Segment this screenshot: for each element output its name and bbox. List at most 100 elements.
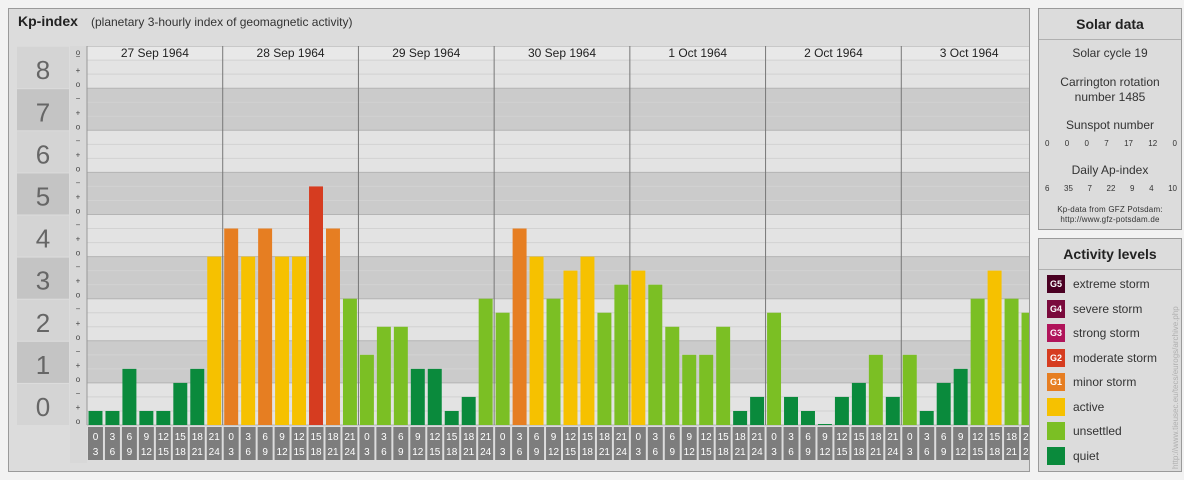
interval-end-label: 21 xyxy=(1006,447,1018,458)
minor-tick-label: + xyxy=(76,361,81,370)
interval-end-label: 12 xyxy=(141,447,153,458)
interval-end-label: 12 xyxy=(548,447,560,458)
interval-start-label: 3 xyxy=(788,432,794,443)
interval-box xyxy=(647,427,663,460)
interval-start-label: 18 xyxy=(870,432,882,443)
minor-tick-label: − xyxy=(76,94,81,103)
minor-tick-label: o xyxy=(76,291,81,300)
interval-start-label: 3 xyxy=(924,432,930,443)
interval-end-label: 6 xyxy=(245,447,251,458)
kp-bar xyxy=(580,256,595,425)
interval-end-label: 15 xyxy=(565,447,577,458)
interval-start-label: 0 xyxy=(636,432,642,443)
sunspot-value: 12 xyxy=(1148,139,1158,148)
interval-start-label: 15 xyxy=(446,432,458,443)
kp-axis-cell xyxy=(17,257,69,299)
activity-level-label: strong storm xyxy=(1073,326,1140,340)
interval-start-label: 9 xyxy=(144,432,150,443)
data-source-link[interactable]: http://www.gfz-potsdam.de xyxy=(1060,215,1160,224)
activity-level-swatch: G1 xyxy=(1047,373,1065,391)
interval-start-label: 18 xyxy=(735,432,747,443)
interval-end-label: 6 xyxy=(924,447,930,458)
interval-end-label: 15 xyxy=(158,447,170,458)
interval-start-label: 12 xyxy=(565,432,577,443)
minor-tick-label: + xyxy=(76,235,81,244)
minor-tick-label: − xyxy=(76,52,81,61)
interval-box xyxy=(613,427,629,460)
interval-start-label: 15 xyxy=(718,432,730,443)
activity-level-label: moderate storm xyxy=(1073,350,1158,365)
kp-bar xyxy=(851,382,866,425)
interval-start-label: 3 xyxy=(517,432,523,443)
kp-bar xyxy=(461,396,476,425)
kp-axis-label: 8 xyxy=(36,55,50,85)
interval-start-label: 15 xyxy=(989,432,1001,443)
interval-end-label: 9 xyxy=(941,447,947,458)
interval-end-label: 6 xyxy=(653,447,659,458)
interval-box xyxy=(427,427,443,460)
activity-level-swatch: G3 xyxy=(1047,324,1065,342)
interval-box xyxy=(851,427,867,460)
interval-end-label: 12 xyxy=(277,447,289,458)
interval-start-label: 0 xyxy=(228,432,234,443)
sunspot-value: 0 xyxy=(1064,139,1070,148)
interval-box xyxy=(189,427,205,460)
kp-bar xyxy=(122,368,137,425)
activity-level-swatch: G5 xyxy=(1047,275,1065,293)
minor-tick-label: + xyxy=(76,66,81,75)
kp-bar xyxy=(953,368,968,425)
interval-start-label: 18 xyxy=(599,432,611,443)
sunspot-value: 0 xyxy=(1172,139,1177,148)
kp-axis-cell xyxy=(17,47,69,89)
minor-tick-label: o xyxy=(76,375,81,384)
interval-end-label: 18 xyxy=(853,447,865,458)
interval-start-label: 9 xyxy=(822,432,828,443)
kp-axis-label: 4 xyxy=(36,224,50,254)
activity-level-label: minor storm xyxy=(1073,375,1137,389)
interval-box xyxy=(630,427,646,460)
interval-end-label: 15 xyxy=(429,447,441,458)
minor-tick-label: o xyxy=(76,333,81,342)
interval-end-label: 24 xyxy=(480,447,492,458)
ap-index-title: Daily Ap-index xyxy=(1071,163,1149,177)
interval-end-label: 21 xyxy=(192,447,204,458)
band-stripe xyxy=(87,172,1029,215)
interval-end-label: 12 xyxy=(955,447,967,458)
activity-level-label: unsettled xyxy=(1073,424,1122,438)
kp-bar xyxy=(699,354,714,425)
interval-end-label: 15 xyxy=(701,447,713,458)
activity-level-row: G3 strong storm xyxy=(1047,323,1140,343)
minor-tick-label: o xyxy=(76,122,81,131)
carrington-rotation-label: Carrington rotation xyxy=(1060,75,1160,89)
interval-start-label: 6 xyxy=(669,432,675,443)
interval-box xyxy=(885,427,901,460)
minor-tick-column xyxy=(70,46,87,463)
minor-tick-label: o xyxy=(76,249,81,258)
interval-box xyxy=(664,427,680,460)
minor-tick-label: − xyxy=(76,347,81,356)
kp-axis-cell xyxy=(17,341,69,383)
interval-start-label: 21 xyxy=(616,432,628,443)
activity-levels-panel: Activity levels G5 extreme storm G4 severe … xyxy=(1038,238,1182,472)
interval-end-label: 9 xyxy=(805,447,811,458)
activity-level-swatch: G4 xyxy=(1047,299,1065,318)
minor-tick-label: − xyxy=(76,136,81,145)
interval-start-label: 12 xyxy=(701,432,713,443)
activity-level-swatch xyxy=(1047,397,1065,416)
kp-bar xyxy=(241,256,256,425)
chart-subtitle: (planetary 3-hourly index of geomagnetic… xyxy=(91,15,353,29)
interval-start-label: 15 xyxy=(175,432,187,443)
interval-box xyxy=(902,427,918,460)
kp-axis-cell xyxy=(17,173,69,215)
sunspot-title: Sunspot number xyxy=(1065,118,1155,132)
kp-bar xyxy=(88,410,103,425)
interval-start-label: 21 xyxy=(887,432,899,443)
minor-tick-label: + xyxy=(76,319,81,328)
interval-start-label: 3 xyxy=(110,432,116,443)
ap-index-values: 6 35 7 22 9 4 10 xyxy=(1045,184,1177,193)
day-label: 2 Oct 1964 xyxy=(804,46,863,60)
kp-bar xyxy=(512,228,527,425)
minor-tick-label: − xyxy=(76,305,81,314)
sunspot-value: 17 xyxy=(1124,139,1133,148)
kp-axis-label: 5 xyxy=(36,181,50,211)
